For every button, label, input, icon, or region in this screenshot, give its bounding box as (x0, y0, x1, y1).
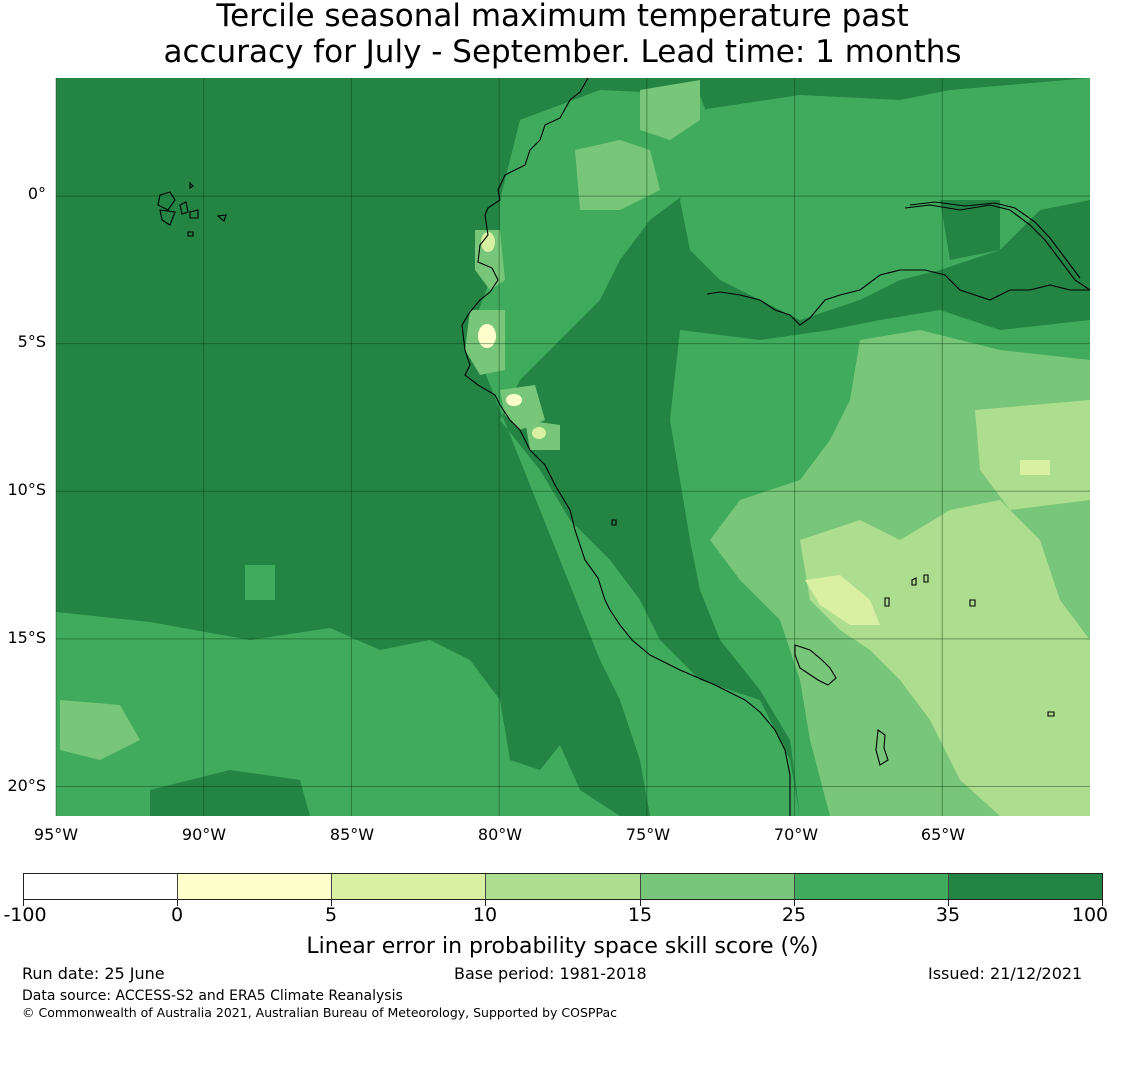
chart-title: Tercile seasonal maximum temperature pas… (0, 0, 1125, 70)
colorbar-segment-2 (178, 874, 333, 899)
data-source: Data source: ACCESS-S2 and ERA5 Climate … (22, 988, 403, 1004)
run-date: Run date: 25 June (22, 964, 165, 983)
lat-label-5s: 5°S (17, 332, 46, 351)
issued-date: Issued: 21/12/2021 (928, 964, 1083, 983)
lat-label-20s: 20°S (7, 776, 46, 795)
colorbar-tick-label-25: 25 (781, 904, 807, 926)
colorbar-tick (23, 900, 24, 906)
colorbar-segment-3 (332, 874, 487, 899)
colorbar-segment-4 (486, 874, 641, 899)
colorbar-tick-label-15: 15 (627, 904, 653, 926)
skill-spot-3 (506, 394, 522, 406)
colorbar-tick (1102, 900, 1103, 906)
colorbar-tick-label-5: 5 (324, 904, 338, 926)
colorbar-segment-1 (24, 874, 179, 899)
colorbar-tick-label-100: 100 (1071, 904, 1109, 926)
colorbar-tick (948, 900, 949, 906)
lon-label-80w: 80°W (477, 825, 523, 844)
colorbar-tick-label-10: 10 (472, 904, 498, 926)
graticule (55, 78, 1090, 816)
title-line-1: Tercile seasonal maximum temperature pas… (216, 0, 909, 34)
skill-region-pacific-patch (245, 565, 275, 600)
skill-region-east-pale (975, 400, 1090, 510)
copyright-notice: © Commonwealth of Australia 2021, Austra… (22, 1005, 617, 1020)
skill-spot-1 (481, 232, 495, 252)
colorbar-segment-6 (794, 874, 949, 899)
colorbar-segment-5 (640, 874, 795, 899)
map-field (56, 78, 1090, 816)
lon-label-65w: 65°W (920, 825, 966, 844)
colorbar-tick-label-minus100: -100 (3, 904, 47, 926)
colorbar-tick (794, 900, 795, 906)
skill-region-south-pacific-low (60, 700, 140, 760)
skill-region-north-light-2 (640, 80, 700, 140)
lon-label-90w: 90°W (181, 825, 227, 844)
lon-label-85w: 85°W (329, 825, 375, 844)
colorbar-segment-7 (948, 874, 1102, 899)
skill-region-amazon-north (680, 78, 1090, 320)
title-line-2: accuracy for July - September. Lead time… (163, 34, 962, 70)
skill-region-south-dark (150, 770, 310, 816)
skill-spot-2 (478, 324, 496, 348)
skill-region-south-pacific (56, 612, 620, 816)
skill-region-titicaca-pale (805, 575, 880, 625)
lat-label-10s: 10°S (7, 480, 46, 499)
colorbar-tick (485, 900, 486, 906)
colorbar-tick (640, 900, 641, 906)
coastline (157, 77, 1091, 816)
colorbar-tick-label-0: 0 (170, 904, 184, 926)
colorbar (23, 873, 1103, 900)
colorbar-tick-label-35: 35 (935, 904, 961, 926)
lon-label-95w: 95°W (33, 825, 79, 844)
colorbar-tick (331, 900, 332, 906)
lon-label-75w: 75°W (625, 825, 671, 844)
lat-label-15s: 15°S (7, 628, 46, 647)
colorbar-tick (177, 900, 178, 906)
skill-spot-4 (532, 427, 546, 439)
colorbar-title: Linear error in probability space skill … (306, 934, 819, 959)
lon-label-70w: 70°W (773, 825, 819, 844)
skill-region-east-dark (940, 200, 1000, 260)
skill-region-altiplano (800, 500, 1090, 816)
base-period: Base period: 1981-2018 (454, 964, 647, 983)
skill-region-east-pale-2 (1020, 460, 1050, 475)
skill-region-north-light (575, 140, 660, 210)
lat-label-0: 0° (27, 184, 46, 203)
skill-region-andes-west (475, 90, 800, 816)
